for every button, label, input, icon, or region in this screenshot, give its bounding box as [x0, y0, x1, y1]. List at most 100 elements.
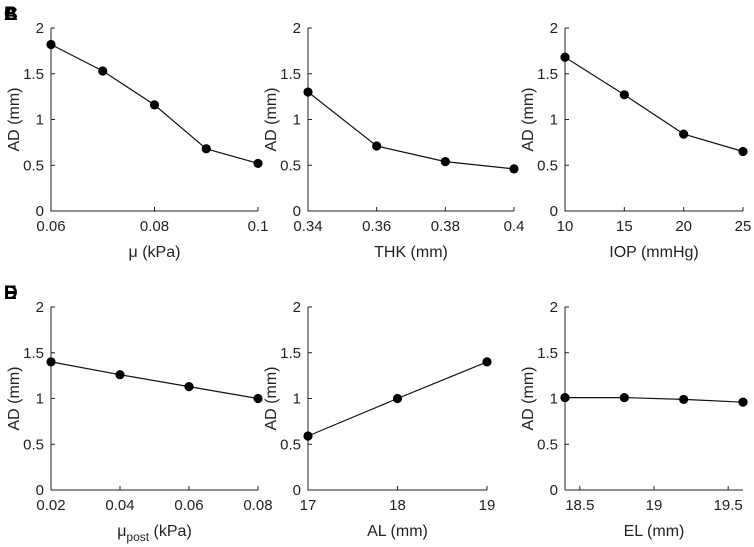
x-axis-label-main: IOP (mmHg) — [609, 244, 698, 261]
panel-b: B 0 0.5 1 1.5 2 0.34 0.36 0.38 0.4 AD (mm) THK (mm) — [4, 4, 524, 261]
data-point — [372, 141, 382, 151]
data-point — [46, 39, 56, 50]
panel-letter: C — [4, 4, 18, 25]
y-tick-label: 0.5 — [280, 436, 301, 453]
data-point — [201, 144, 211, 154]
y-tick-label: 0.5 — [537, 157, 558, 174]
x-axis-label: AL (mm) — [367, 523, 428, 540]
y-tick-label: 0 — [293, 203, 301, 220]
data-point — [253, 158, 263, 169]
x-axis-label: IOP (mmHg) — [609, 244, 698, 261]
panel-letter: B — [4, 4, 18, 25]
y-tick-label: 0.5 — [23, 157, 44, 174]
data-point — [509, 164, 519, 174]
x-tick-label: 0.4 — [504, 218, 525, 235]
series-line — [564, 56, 744, 153]
data-point — [679, 129, 689, 139]
y-tick-label: 2 — [293, 20, 301, 37]
data-point — [253, 393, 263, 404]
axis-lines — [50, 28, 258, 212]
x-tick-label: 0.1 — [248, 218, 269, 235]
panel-f: F 0 0.5 1 1.5 2 18.5 19 19.5 AD (mm) EL (mm) — [4, 283, 748, 540]
axis-lines — [307, 28, 514, 212]
data-point — [46, 357, 56, 367]
series-line — [307, 91, 515, 170]
y-tick-label: 0 — [36, 203, 44, 220]
x-tick-label: 25 — [735, 218, 752, 235]
data-point — [619, 392, 629, 403]
panel-a: A 0 0.5 1 1.5 2 0.06 0.08 0.1 AD (mm) μ (kPa) — [4, 4, 268, 261]
y-tick-label: 0 — [550, 482, 558, 499]
x-tick-label: 0.06 — [36, 218, 65, 235]
x-axis-label-suffix: (kPa) — [149, 523, 192, 540]
y-tick-label: 2 — [293, 299, 301, 316]
data-point — [98, 66, 108, 76]
panel-letter: D — [4, 283, 18, 304]
y-axis-label: AD (mm) — [263, 367, 280, 431]
data-point — [482, 357, 492, 367]
x-tick-label: 18.5 — [565, 497, 594, 514]
data-point — [303, 87, 313, 97]
y-tick-label: 1.5 — [280, 345, 301, 362]
axis-lines — [564, 28, 743, 212]
y-tick-label: 1.5 — [23, 345, 44, 362]
x-tick-label: 0.02 — [36, 497, 65, 514]
y-tick-label: 0.5 — [280, 157, 301, 174]
x-tick-label: 20 — [675, 218, 692, 235]
panel-letter: E — [4, 283, 17, 304]
panel-e: E 0 0.5 1 1.5 2 17 18 19 AD (mm) AL (mm) — [4, 283, 495, 540]
y-tick-label: 1 — [293, 112, 301, 129]
x-axis-label-subscript: post — [126, 530, 149, 544]
y-tick-label: 1.5 — [280, 66, 301, 83]
y-tick-label: 2 — [36, 299, 44, 316]
y-tick-label: 2 — [550, 20, 558, 37]
data-point — [440, 156, 450, 167]
x-axis-label-main: μ (kPa) — [129, 244, 181, 261]
panel-letter: F — [4, 283, 16, 304]
x-axis-label-main: THK (mm) — [374, 244, 448, 261]
data-point — [184, 382, 194, 392]
y-tick-label: 1 — [293, 391, 301, 408]
x-tick-label: 19.5 — [714, 497, 743, 514]
data-point — [303, 431, 313, 441]
y-tick-label: 2 — [550, 299, 558, 316]
x-axis-label: EL (mm) — [624, 523, 685, 540]
data-point — [679, 394, 689, 405]
data-point — [619, 90, 629, 100]
x-axis-label: THK (mm) — [374, 244, 448, 261]
y-tick-label: 0.5 — [23, 436, 44, 453]
y-tick-label: 1.5 — [537, 345, 558, 362]
y-tick-label: 0.5 — [537, 436, 558, 453]
series-line — [50, 361, 259, 400]
y-tick-label: 1 — [36, 391, 44, 408]
y-tick-label: 1.5 — [537, 66, 558, 83]
x-tick-label: 0.08 — [140, 218, 169, 235]
y-tick-label: 0 — [550, 203, 558, 220]
x-tick-label: 0.04 — [105, 497, 134, 514]
data-point — [738, 397, 748, 407]
x-axis-label-main: μ — [117, 523, 126, 540]
data-point — [115, 370, 125, 380]
data-point — [392, 393, 403, 404]
y-axis-label: AD (mm) — [6, 367, 23, 431]
y-axis-label: AD (mm) — [6, 88, 23, 152]
x-tick-label: 0.34 — [293, 218, 322, 235]
x-axis-label-main: AL (mm) — [367, 523, 428, 540]
x-axis-label: μ (kPa) — [129, 244, 181, 261]
x-tick-label: 15 — [616, 218, 633, 235]
x-tick-label: 0.36 — [362, 218, 391, 235]
x-tick-label: 0.08 — [243, 497, 272, 514]
x-tick-label: 19 — [479, 497, 496, 514]
y-axis-label: AD (mm) — [520, 367, 537, 431]
y-tick-label: 1.5 — [23, 66, 44, 83]
x-axis-label-main: EL (mm) — [624, 523, 685, 540]
x-tick-label: 19 — [646, 497, 663, 514]
series-line — [565, 397, 744, 403]
y-axis-label: AD (mm) — [520, 88, 537, 152]
x-tick-label: 0.06 — [174, 497, 203, 514]
panel-d: D 0 0.5 1 1.5 2 0.02 0.04 0.06 0.08 AD (mm) μpost (… — [4, 283, 273, 544]
y-axis-label: AD (mm) — [263, 88, 280, 152]
x-tick-label: 18 — [389, 497, 406, 514]
